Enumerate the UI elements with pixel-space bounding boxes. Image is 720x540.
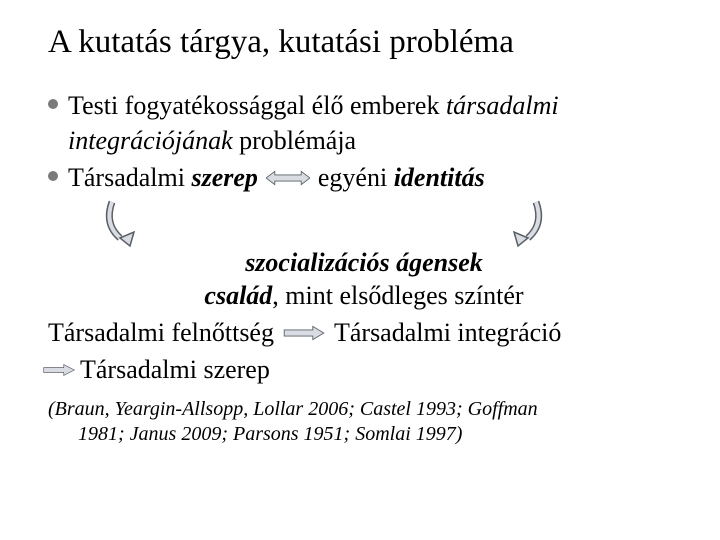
center-l2-rest: , mint elsődleges színtér — [272, 281, 523, 310]
right-arrow-small-icon — [42, 360, 76, 380]
double-arrow-icon — [266, 167, 310, 189]
b1-suffix: problémája — [233, 126, 356, 155]
refs-line1: (Braun, Yeargin-Allsopp, Lollar 2006; Ca… — [48, 398, 538, 420]
bullet-icon — [48, 171, 58, 181]
right-arrow-icon — [282, 322, 326, 344]
b2-left-pre: Társadalmi — [68, 163, 191, 192]
bullet-item-2: Társadalmi szerep egyéni identitás — [48, 160, 680, 195]
bullet-icon — [48, 99, 58, 109]
b1-prefix: Testi fogyatékossággal élő emberek — [68, 91, 446, 120]
curved-arrow-left-icon — [100, 198, 160, 259]
line3-right: Társadalmi integráció — [334, 315, 561, 350]
b2-right-pre: egyéni — [318, 163, 394, 192]
references: (Braun, Yeargin-Allsopp, Lollar 2006; Ca… — [48, 397, 680, 447]
center-line-2: család, mint elsődleges színtér — [48, 279, 680, 313]
line3-left: Társadalmi felnőttség — [48, 315, 274, 350]
center-l2-em: család — [204, 281, 272, 310]
curved-arrows — [48, 198, 680, 250]
line-3: Társadalmi felnőttség Társadalmi integrá… — [48, 315, 680, 350]
line4-text: Társadalmi szerep — [80, 352, 270, 387]
b2-right: egyéni identitás — [318, 160, 485, 195]
slide: A kutatás tárgya, kutatási probléma Test… — [0, 0, 720, 540]
refs-line2: 1981; Janus 2009; Parsons 1951; Somlai 1… — [48, 422, 670, 447]
line-4: Társadalmi szerep — [48, 352, 680, 387]
body: Testi fogyatékossággal élő emberek társa… — [48, 88, 680, 447]
bullet-2-text: Társadalmi szerep egyéni identitás — [68, 160, 485, 195]
slide-title: A kutatás tárgya, kutatási probléma — [48, 24, 680, 60]
bullet-1-text: Testi fogyatékossággal élő emberek társa… — [68, 88, 680, 158]
b2-left-em: szerep — [191, 163, 257, 192]
b2-right-em: identitás — [394, 163, 485, 192]
b2-left: Társadalmi szerep — [68, 160, 258, 195]
bullet-item-1: Testi fogyatékossággal élő emberek társa… — [48, 88, 680, 158]
curved-arrow-right-icon — [488, 198, 548, 259]
